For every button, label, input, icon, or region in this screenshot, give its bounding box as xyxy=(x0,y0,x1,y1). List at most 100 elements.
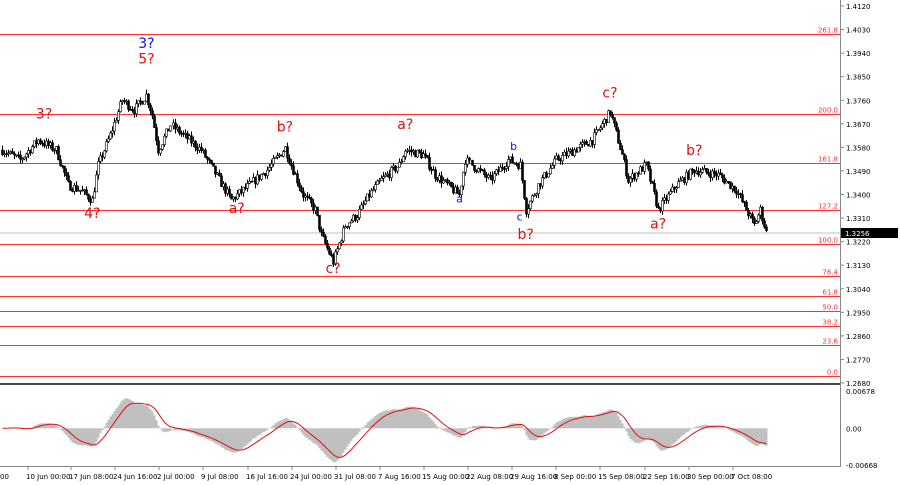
candle-body xyxy=(174,122,177,130)
candle-body xyxy=(579,143,582,148)
candle-body xyxy=(629,177,632,183)
candle-body xyxy=(232,197,235,200)
candle-body xyxy=(404,150,407,157)
candle-body xyxy=(649,168,652,182)
current-price-tag: 1.3256 xyxy=(841,228,898,238)
candle-body xyxy=(141,101,144,105)
fib-level-label: 161.8 xyxy=(818,156,838,164)
candle-body xyxy=(615,122,618,131)
candle-body xyxy=(713,170,716,175)
price-axis: 1.4120 1.4030 1.3940 1.3850 1.3760 1.3670 1.35… xyxy=(840,3,877,470)
candle-body xyxy=(464,164,467,173)
price-tick-label: 1.2950 xyxy=(846,309,871,317)
candle-body xyxy=(701,169,704,173)
candle-body xyxy=(501,166,504,169)
candle-body xyxy=(675,187,678,190)
candle-body xyxy=(81,189,84,192)
candle-body xyxy=(422,153,425,159)
candle-body xyxy=(677,181,680,188)
candle-body xyxy=(483,169,486,175)
candle-body xyxy=(350,220,353,224)
candle-body xyxy=(515,162,518,165)
price-tick-label: 1.3490 xyxy=(846,168,871,176)
candle-body xyxy=(252,177,255,182)
candle-body xyxy=(707,171,710,175)
candle-body xyxy=(63,166,66,173)
candle-body xyxy=(753,218,756,224)
candle-body xyxy=(573,149,576,156)
candle-body xyxy=(89,198,92,203)
candle-body xyxy=(129,109,132,111)
candle-body xyxy=(115,119,118,123)
candle-body xyxy=(276,155,279,158)
candle-body xyxy=(601,123,604,129)
candle-body xyxy=(282,151,285,157)
candle-body xyxy=(23,156,26,160)
candle-body xyxy=(21,158,24,161)
candle-body xyxy=(19,154,22,160)
candle-body xyxy=(11,151,14,154)
candle-body xyxy=(723,177,726,184)
candle-body xyxy=(111,130,114,134)
candle-body xyxy=(595,129,598,133)
oscillator-tick-label: 0.00678 xyxy=(846,388,875,396)
candle-body xyxy=(398,162,401,168)
price-tick-label: 1.2680 xyxy=(846,380,871,388)
candle-body xyxy=(91,197,94,203)
candle-body xyxy=(178,127,181,134)
candle-body xyxy=(739,193,742,195)
time-tick-label: 00 xyxy=(0,473,9,481)
candle-body xyxy=(529,200,532,209)
candle-body xyxy=(182,133,185,135)
candle-body xyxy=(689,168,692,180)
candle-body xyxy=(617,129,620,144)
candle-body xyxy=(196,147,199,151)
candle-body xyxy=(292,165,295,175)
candle-body xyxy=(218,172,221,177)
candle-body xyxy=(671,186,674,192)
candle-body xyxy=(296,173,299,184)
fib-level-label: 0.0 xyxy=(827,369,838,377)
candle-body xyxy=(31,146,34,154)
candle-body xyxy=(551,165,554,169)
candle-body xyxy=(226,188,229,194)
candle-body xyxy=(416,149,419,158)
fib-level-label: 261.8 xyxy=(818,27,838,35)
candle-body xyxy=(103,150,106,158)
candle-body xyxy=(169,125,172,132)
candle-body xyxy=(619,143,622,151)
candle-body xyxy=(127,100,130,110)
candle-body xyxy=(655,191,658,207)
candle-body xyxy=(611,114,614,118)
candle-body xyxy=(460,185,463,195)
time-tick-label: 9 Jul 08:00 xyxy=(201,473,239,481)
wave-label: 3? xyxy=(36,107,52,123)
candle-body xyxy=(477,168,480,173)
candle-body xyxy=(346,226,349,228)
oscillator-panel xyxy=(2,398,768,463)
candle-body xyxy=(222,183,225,188)
candle-body xyxy=(75,185,78,192)
wave-label: b xyxy=(510,140,517,153)
candle-body xyxy=(139,100,142,103)
wave-label: a xyxy=(456,192,463,205)
candle-body xyxy=(155,127,158,142)
candle-body xyxy=(95,174,98,193)
candle-body xyxy=(721,174,724,179)
candle-body xyxy=(186,132,189,140)
time-tick-label: 30 Sep 00:00 xyxy=(687,473,734,481)
candle-body xyxy=(161,144,164,150)
candle-body xyxy=(206,156,209,160)
wave-label: c xyxy=(517,211,523,224)
candle-body xyxy=(597,129,600,131)
candle-body xyxy=(242,186,245,193)
wave-label: a? xyxy=(229,201,245,217)
candle-body xyxy=(163,135,166,146)
candle-body xyxy=(310,197,313,204)
candle-body xyxy=(326,243,329,249)
wave-label: b? xyxy=(518,227,534,243)
candle-body xyxy=(643,162,646,172)
candle-body xyxy=(234,197,237,200)
